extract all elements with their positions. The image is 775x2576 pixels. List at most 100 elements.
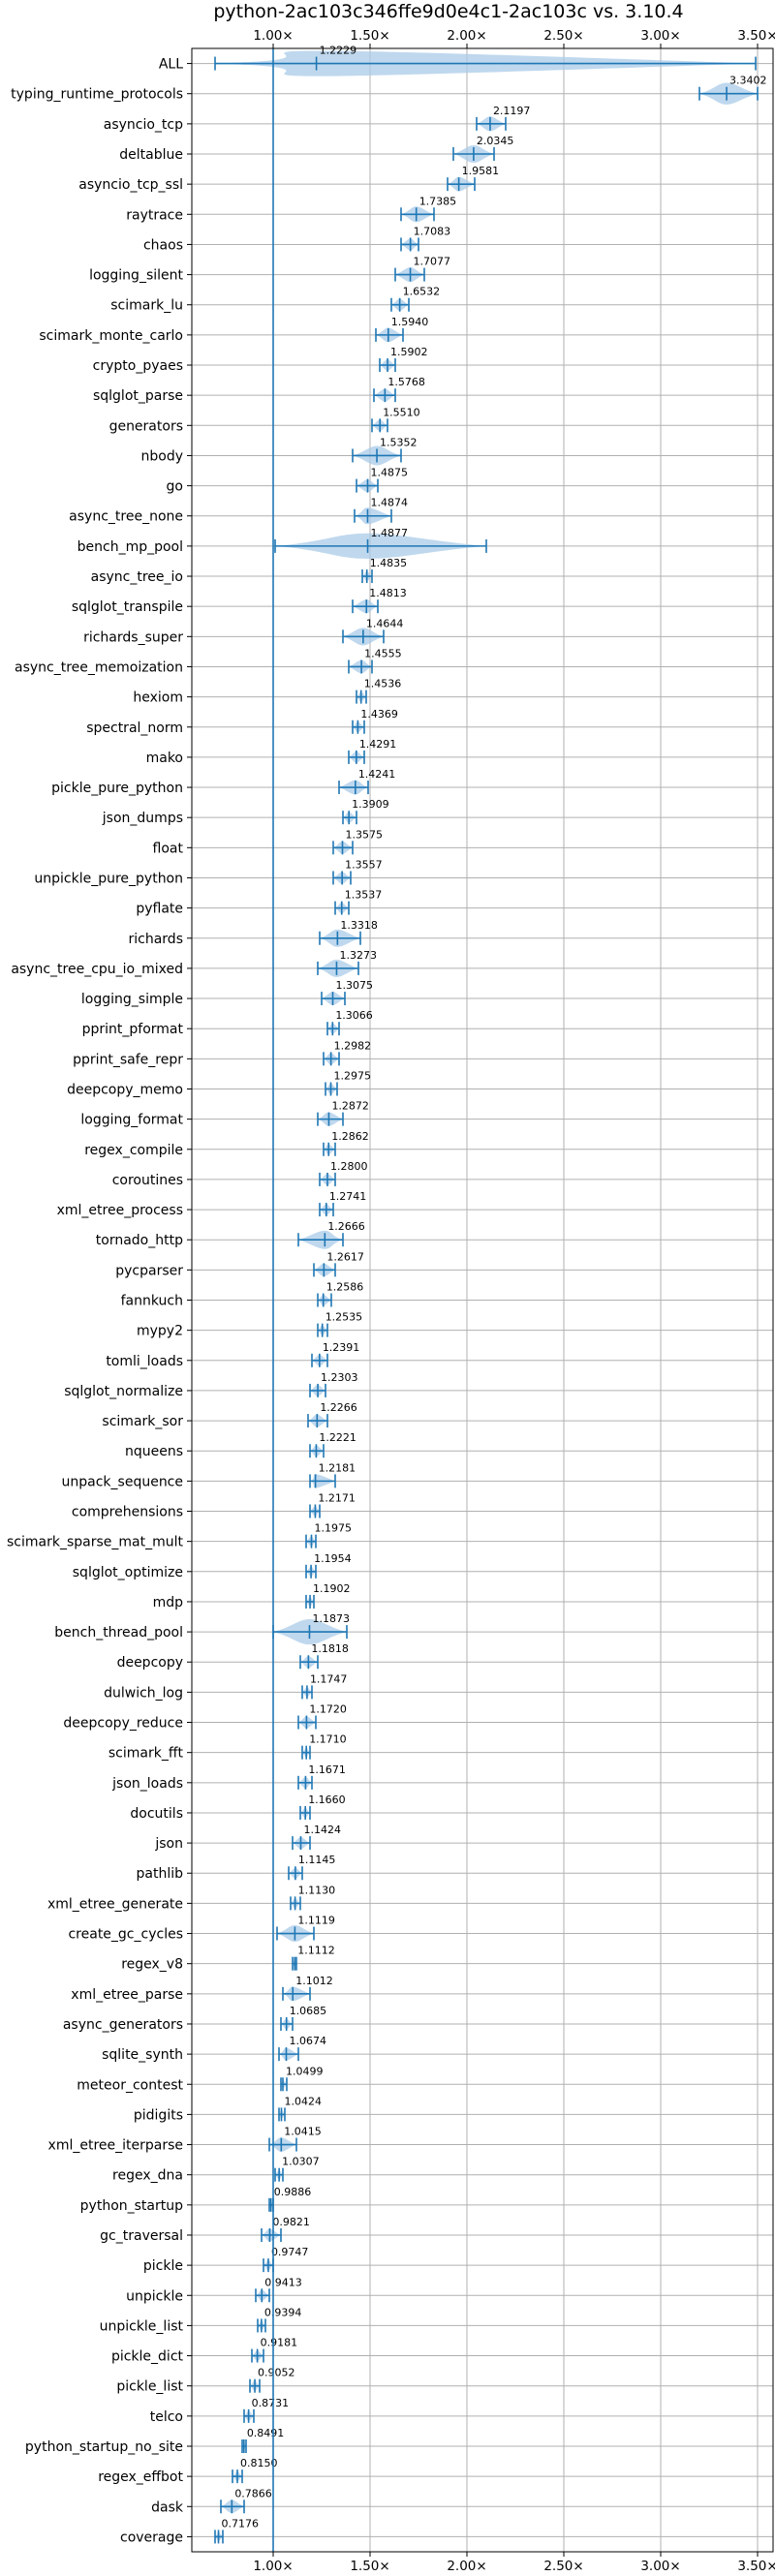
violin-pickle_pure_python: 1.4241	[338, 768, 395, 795]
category-label: sqlglot_parse	[93, 388, 183, 404]
violin-tomli_loads: 1.2391	[311, 1341, 359, 1367]
violin-unpickle_list: 0.9394	[257, 2306, 301, 2333]
violin-pathlib: 1.1145	[288, 1854, 335, 1881]
violin-unpack_sequence: 1.2181	[309, 1461, 356, 1488]
x-tick-label-top: 1.00×	[253, 28, 293, 44]
value-label: 1.0307	[282, 2156, 320, 2168]
violin-scimark_monte_carlo: 1.5940	[375, 316, 429, 343]
violin-deltablue: 2.0345	[452, 135, 514, 164]
value-label: 1.2221	[319, 1431, 356, 1444]
value-label: 0.9052	[258, 2367, 295, 2379]
violin-comprehensions: 1.2171	[309, 1492, 356, 1518]
category-label: async_tree_io	[91, 569, 183, 585]
violin-float: 1.3575	[332, 828, 384, 855]
violin-asyncio_tcp_ssl: 1.9581	[447, 165, 499, 192]
category-label: crypto_pyaes	[93, 358, 183, 374]
violin-python_startup: 0.9886	[268, 2186, 311, 2212]
violin-pickle_dict: 0.9181	[251, 2337, 297, 2363]
violin-docutils: 1.1660	[299, 1794, 346, 1820]
category-label: unpickle	[126, 2288, 183, 2304]
category-label: asyncio_tcp	[104, 117, 183, 133]
violin-logging_simple: 1.3075	[321, 979, 374, 1006]
value-label: 1.3537	[345, 889, 383, 902]
value-label: 1.0424	[284, 2095, 322, 2107]
category-label: pickle_list	[116, 2379, 183, 2395]
value-label: 1.4369	[360, 708, 398, 721]
x-tick-label-top: 3.50×	[737, 28, 775, 44]
violin-unpickle: 0.9413	[255, 2276, 302, 2303]
category-label: json	[154, 1836, 183, 1852]
violin-logging_silent: 1.7077	[394, 256, 450, 283]
category-label: deepcopy_reduce	[63, 1716, 183, 1732]
violin-nqueens: 1.2221	[309, 1431, 356, 1458]
category-label: deepcopy_memo	[67, 1082, 183, 1097]
x-tick-label-top: 2.00×	[447, 28, 486, 44]
violin-telco: 0.8731	[243, 2397, 290, 2423]
category-label: spectral_norm	[86, 721, 183, 736]
value-label: 1.3273	[339, 949, 377, 962]
value-label: 0.8731	[252, 2397, 290, 2409]
category-label: pathlib	[137, 1866, 184, 1882]
category-label: pycparser	[115, 1263, 183, 1278]
violin-scimark_fft: 1.1710	[301, 1733, 347, 1760]
value-label: 1.2617	[326, 1250, 364, 1263]
category-label: python_startup_no_site	[25, 2439, 183, 2455]
category-label: asyncio_tcp_ssl	[78, 177, 183, 193]
category-label: pidigits	[134, 2107, 183, 2123]
violin-coroutines: 1.2800	[319, 1160, 368, 1186]
category-label: unpickle_list	[100, 2318, 184, 2334]
value-label: 1.4874	[370, 497, 408, 509]
category-label: sqlite_synth	[102, 2047, 183, 2063]
violin-xml_etree_parse: 1.1012	[282, 1975, 333, 2002]
value-label: 1.5768	[388, 376, 425, 388]
value-label: 1.4877	[371, 527, 409, 539]
violin-deepcopy: 1.1818	[299, 1642, 349, 1670]
value-label: 1.1818	[311, 1642, 349, 1655]
violin-bench_mp_pool: 1.4877	[274, 527, 487, 559]
value-label: 1.2666	[327, 1220, 365, 1233]
value-label: 1.4555	[364, 647, 402, 659]
category-label: sqlglot_optimize	[73, 1565, 183, 1580]
violin-xml_etree_iterparse: 1.0415	[268, 2126, 322, 2152]
violin-pickle_list: 0.9052	[249, 2367, 295, 2393]
category-label: pprint_safe_repr	[73, 1052, 183, 1067]
value-label: 1.5940	[391, 316, 429, 328]
violin-sqlglot_normalize: 1.2303	[309, 1371, 358, 1397]
category-label: unpack_sequence	[62, 1474, 183, 1489]
value-label: 1.1012	[295, 1975, 333, 1987]
category-label: raytrace	[126, 207, 183, 223]
category-label: xml_etree_process	[57, 1203, 183, 1218]
violin-json: 1.1424	[292, 1824, 341, 1851]
category-label: json_loads	[111, 1776, 183, 1792]
category-label: coroutines	[112, 1173, 183, 1188]
category-label: async_tree_memoization	[15, 659, 183, 675]
value-label: 2.0345	[477, 135, 514, 147]
category-label: richards_super	[83, 629, 183, 645]
violin-deepcopy_memo: 1.2975	[325, 1069, 371, 1096]
category-label: hexiom	[133, 690, 183, 706]
violin-sqlglot_optimize: 1.1954	[305, 1552, 352, 1579]
category-label: chaos	[143, 237, 183, 253]
violin-async_tree_none: 1.4874	[354, 497, 408, 525]
value-label: 1.2535	[326, 1311, 363, 1324]
violin-pyflate: 1.3537	[334, 889, 383, 915]
x-tick-label-bottom: 2.50×	[543, 2559, 583, 2574]
violin-sqlite_synth: 1.0674	[278, 2035, 326, 2062]
violin-json_dumps: 1.3909	[342, 798, 389, 825]
category-label: async_generators	[63, 2017, 183, 2033]
value-label: 1.3075	[336, 979, 374, 992]
category-label: meteor_contest	[77, 2077, 183, 2093]
violin-mako: 1.4291	[348, 738, 396, 764]
category-label: deepcopy	[117, 1655, 183, 1671]
category-label: go	[167, 479, 183, 495]
category-label: dulwich_log	[104, 1685, 183, 1701]
category-label: fannkuch	[121, 1294, 183, 1309]
category-label: scimark_sparse_mat_mult	[7, 1535, 183, 1550]
x-tick-label-bottom: 3.00×	[640, 2559, 680, 2574]
violin-pprint_pformat: 1.3066	[326, 1009, 373, 1036]
value-label: 1.1720	[309, 1703, 347, 1716]
category-label: mdp	[153, 1595, 184, 1610]
value-label: 1.4536	[364, 678, 402, 690]
value-label: 1.3575	[346, 828, 384, 841]
violin-deepcopy_reduce: 1.1720	[297, 1703, 347, 1730]
